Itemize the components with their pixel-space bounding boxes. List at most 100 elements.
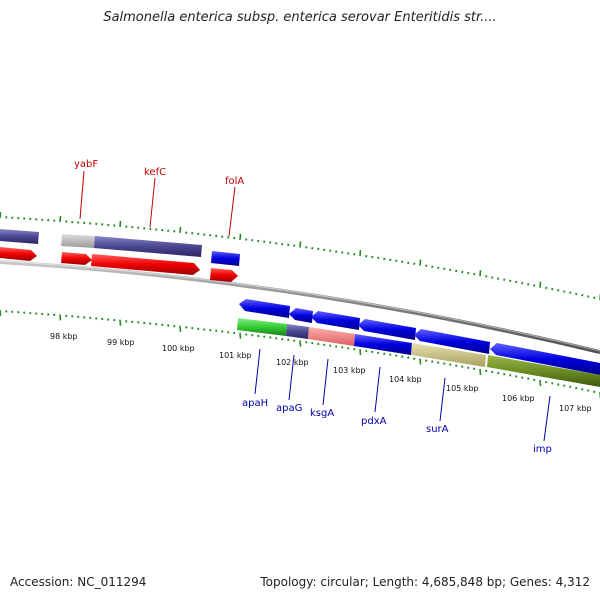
gene-label-yabF[interactable]: yabF <box>74 159 98 170</box>
minor-tick <box>209 233 212 237</box>
forward-cds-track <box>0 247 240 282</box>
minor-tick <box>107 223 110 227</box>
minor-tick <box>425 264 428 267</box>
minor-tick <box>167 229 170 232</box>
minor-tick <box>35 312 38 315</box>
minor-tick <box>263 335 266 338</box>
gene-label-imp[interactable]: imp <box>533 444 552 455</box>
minor-tick <box>317 247 320 251</box>
scale-label: 102 kbp <box>276 358 309 367</box>
minor-tick <box>203 233 206 236</box>
minor-tick <box>371 350 374 354</box>
minor-tick <box>533 284 536 287</box>
minor-tick <box>311 341 314 345</box>
minor-tick <box>155 322 158 326</box>
minor-tick <box>515 375 518 378</box>
minor-tick <box>269 241 272 244</box>
minor-tick <box>113 224 116 227</box>
gene-label-apaH[interactable]: apaH <box>242 398 268 409</box>
major-tick <box>359 349 362 356</box>
minor-tick <box>293 339 296 342</box>
minor-tick <box>11 216 14 219</box>
minor-tick <box>65 220 68 223</box>
major-tick <box>299 241 302 248</box>
minor-tick <box>329 344 332 347</box>
minor-tick <box>143 227 146 230</box>
major-tick <box>479 368 482 375</box>
minor-tick <box>47 218 50 222</box>
gene-label-kefC[interactable]: kefC <box>144 167 166 178</box>
gene-label-ksgA[interactable]: ksgA <box>310 408 334 419</box>
minor-tick <box>563 290 566 293</box>
scale-labels: 98 kbp 99 kbp 100 kbp 101 kbp 102 kbp 10… <box>50 332 592 413</box>
minor-tick <box>437 361 440 364</box>
minor-tick <box>83 316 86 319</box>
major-tick <box>419 358 422 365</box>
minor-tick <box>41 312 44 316</box>
minor-tick <box>215 329 218 333</box>
minor-tick <box>587 389 590 392</box>
minor-tick <box>377 256 380 260</box>
minor-tick <box>245 333 248 336</box>
minor-tick <box>527 283 530 286</box>
minor-tick <box>527 377 530 380</box>
minor-tick <box>341 251 344 254</box>
major-tick <box>119 319 122 326</box>
minor-tick <box>581 293 584 297</box>
minor-tick <box>107 318 110 321</box>
minor-tick <box>197 232 200 236</box>
feature-band <box>94 236 202 257</box>
minor-tick <box>161 323 164 327</box>
scale-label: 106 kbp <box>502 394 535 403</box>
major-tick <box>239 233 242 240</box>
minor-tick <box>305 246 308 249</box>
minor-tick <box>245 238 248 241</box>
reverse-gene-labels: apaH apaG ksgA pdxA surA imp <box>242 348 552 455</box>
gene-label-apaG[interactable]: apaG <box>276 403 302 414</box>
minor-tick <box>53 219 56 222</box>
minor-tick <box>257 239 260 243</box>
minor-tick <box>131 225 134 229</box>
gene-label-folA[interactable]: folA <box>225 176 244 187</box>
minor-tick <box>461 365 464 368</box>
minor-tick <box>143 321 146 325</box>
minor-tick <box>557 383 560 386</box>
minor-tick <box>503 372 506 376</box>
minor-tick <box>575 386 578 390</box>
minor-tick <box>269 336 272 339</box>
minor-tick <box>101 223 104 226</box>
minor-tick <box>485 369 488 373</box>
minor-tick <box>215 234 218 238</box>
minor-tick <box>227 236 230 239</box>
feature-band <box>487 355 600 387</box>
minor-tick <box>569 385 572 389</box>
gene-label-surA[interactable]: surA <box>426 424 449 435</box>
minor-tick <box>521 376 524 379</box>
minor-tick <box>389 258 392 262</box>
minor-tick <box>167 324 170 327</box>
minor-tick <box>587 295 590 298</box>
minor-tick <box>275 337 278 340</box>
forward-feature-track <box>0 229 202 257</box>
minor-tick <box>95 317 98 320</box>
minor-tick <box>125 225 128 228</box>
minor-tick <box>563 384 566 387</box>
minor-tick <box>209 328 212 332</box>
minor-tick <box>23 311 26 314</box>
genome-summary: Topology: circular; Length: 4,685,848 bp… <box>260 575 590 589</box>
minor-tick <box>449 268 452 272</box>
minor-tick <box>197 327 200 331</box>
minor-tick <box>509 374 512 377</box>
gene-label-pdxA[interactable]: pdxA <box>361 416 387 427</box>
minor-tick <box>401 355 404 358</box>
minor-tick <box>593 296 596 299</box>
minor-tick <box>395 259 398 263</box>
minor-tick <box>431 265 434 269</box>
forward-gene-labels: yabF kefC folA <box>74 159 244 237</box>
minor-tick <box>413 357 416 360</box>
major-tick <box>179 226 182 233</box>
minor-tick <box>41 218 44 221</box>
minor-tick <box>551 287 554 291</box>
minor-tick <box>353 253 356 256</box>
minor-tick <box>521 281 524 285</box>
